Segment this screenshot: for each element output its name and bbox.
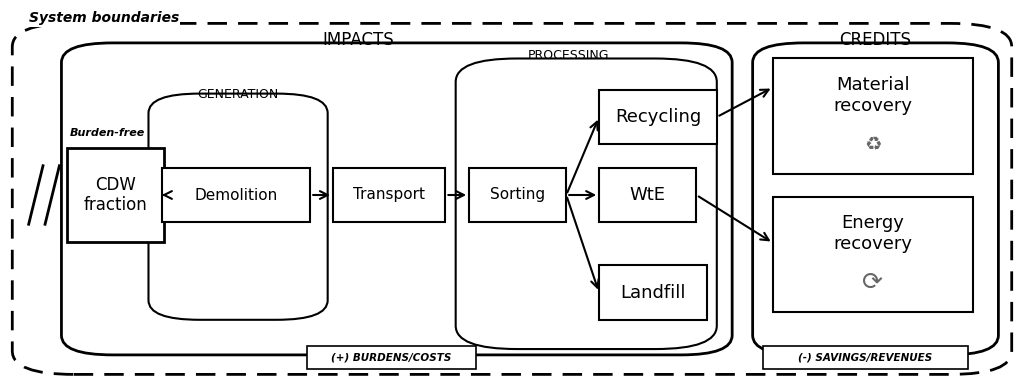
Text: (-) SAVINGS/REVENUES: (-) SAVINGS/REVENUES	[798, 352, 933, 362]
FancyBboxPatch shape	[753, 43, 998, 355]
Bar	[599, 265, 707, 320]
Text: IMPACTS: IMPACTS	[323, 31, 394, 49]
Text: CDW
fraction: CDW fraction	[83, 176, 147, 214]
Text: Burden-free: Burden-free	[70, 128, 144, 138]
Text: Demolition: Demolition	[195, 188, 278, 202]
Text: ⟳: ⟳	[862, 271, 884, 295]
Bar	[599, 90, 717, 144]
Text: Sorting: Sorting	[490, 188, 545, 202]
Text: ♻: ♻	[864, 135, 882, 154]
FancyBboxPatch shape	[148, 94, 328, 320]
Text: GENERATION: GENERATION	[197, 89, 279, 101]
Text: Landfill: Landfill	[621, 284, 685, 301]
Bar	[307, 346, 476, 369]
Bar	[773, 197, 973, 312]
Bar	[162, 168, 310, 222]
Text: Material
recovery: Material recovery	[834, 76, 912, 115]
Text: (+) BURDENS/COSTS: (+) BURDENS/COSTS	[332, 352, 452, 362]
Bar	[763, 346, 968, 369]
FancyBboxPatch shape	[61, 43, 732, 355]
FancyBboxPatch shape	[12, 23, 1012, 374]
Text: WtE: WtE	[630, 186, 666, 204]
Bar	[333, 168, 445, 222]
Text: System boundaries: System boundaries	[29, 11, 179, 25]
Text: Recycling: Recycling	[614, 108, 701, 126]
Text: CREDITS: CREDITS	[840, 31, 911, 49]
FancyBboxPatch shape	[456, 58, 717, 349]
Text: Transport: Transport	[353, 188, 425, 202]
Bar	[469, 168, 566, 222]
Bar	[599, 168, 696, 222]
Text: PROCESSING: PROCESSING	[527, 50, 609, 62]
Text: Energy
recovery: Energy recovery	[834, 215, 912, 253]
Bar	[67, 148, 164, 242]
Bar	[773, 58, 973, 174]
